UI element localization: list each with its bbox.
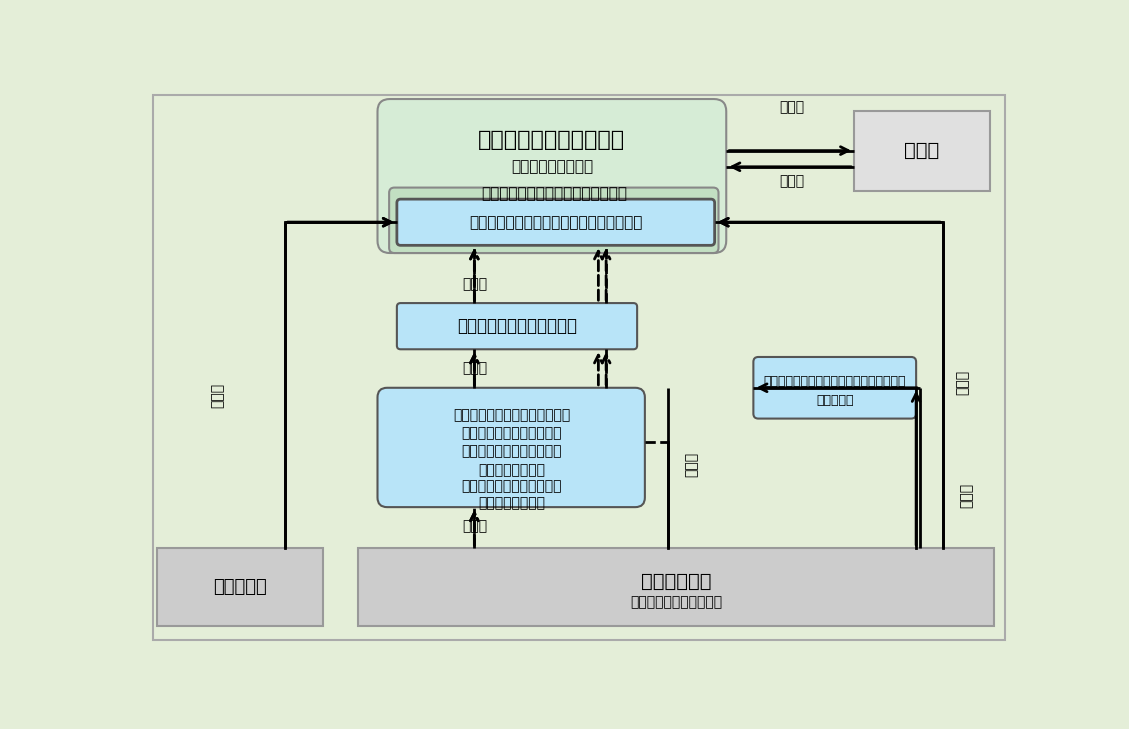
Text: 報　告: 報 告 [955,370,970,395]
FancyBboxPatch shape [397,303,637,349]
Text: ［弁護士］: ［弁護士］ [816,394,854,407]
Text: コンプライアンス通報・相談窓口（外部）: コンプライアンス通報・相談窓口（外部） [763,375,905,388]
Text: 意　見: 意 見 [779,174,805,188]
Text: 監　事: 監 事 [904,141,939,160]
Text: （課長等クラス）: （課長等クラス） [478,496,545,510]
Text: 報　告: 報 告 [462,362,487,375]
Text: 〇コンプライアンス責任者: 〇コンプライアンス責任者 [462,445,562,459]
Text: 事務局：コンプライアンス・法務部: 事務局：コンプライアンス・法務部 [481,186,628,201]
Text: 通　報: 通 報 [210,383,224,408]
Text: コンプライアンス総括部署: コンプライアンス総括部署 [457,317,577,335]
Text: 〇コンプライアンス管理者: 〇コンプライアンス管理者 [462,480,562,494]
FancyBboxPatch shape [377,99,726,253]
Text: 相　談: 相 談 [960,483,973,508]
Text: 報　告: 報 告 [462,277,487,291]
FancyBboxPatch shape [753,357,916,418]
Text: （理事・本部長等クラス）: （理事・本部長等クラス） [462,426,562,440]
Text: （委員長：理事長）: （委員長：理事長） [510,160,593,174]
Text: （機構で働く全ての者）: （機構で働く全ての者） [630,595,721,609]
Text: 報　告: 報 告 [462,519,487,534]
Text: （部長等クラス）: （部長等クラス） [478,463,545,477]
Bar [855,111,990,192]
Text: コンプライアンス委員会: コンプライアンス委員会 [479,130,625,150]
FancyBboxPatch shape [397,199,715,246]
Text: 報　告: 報 告 [779,100,805,114]
Text: 〇コンプライアンス統括責任者: 〇コンプライアンス統括責任者 [453,408,570,422]
FancyBboxPatch shape [390,187,718,253]
Bar [358,548,994,626]
Bar [157,548,323,626]
Text: 相　談: 相 談 [684,452,699,477]
FancyBboxPatch shape [377,388,645,507]
Text: コンプライアンス通報・相談窓口（内部）: コンプライアンス通報・相談窓口（内部） [469,215,642,230]
Text: 公益通報者: 公益通報者 [213,578,268,596]
Text: 機構の職員等: 機構の職員等 [640,572,711,590]
